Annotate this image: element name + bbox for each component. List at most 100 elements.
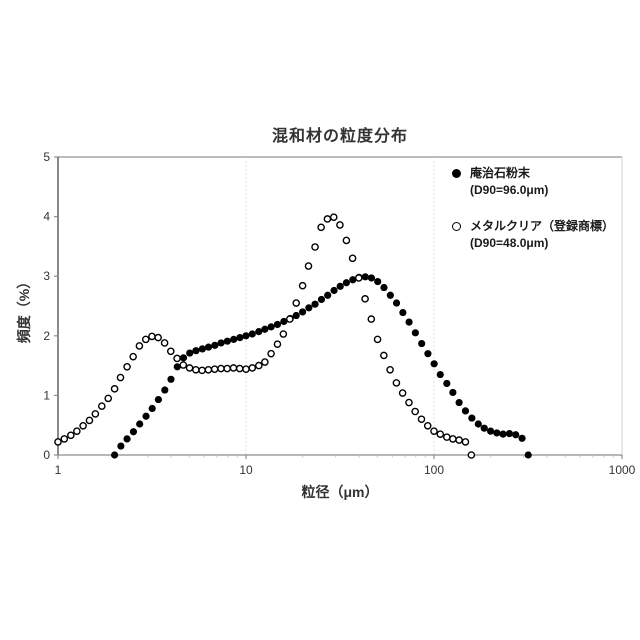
data-point bbox=[380, 351, 388, 360]
data-point bbox=[54, 438, 62, 446]
data-point bbox=[223, 364, 231, 373]
legend-entry-anjiseki: 庵治石粉末 (D90=96.0μm) bbox=[452, 165, 614, 200]
data-point bbox=[354, 274, 363, 282]
x-tick-label: 10 bbox=[239, 463, 253, 477]
data-point bbox=[198, 345, 206, 353]
data-point bbox=[455, 436, 463, 444]
open-circle-icon bbox=[452, 221, 461, 231]
y-tick-label: 2 bbox=[43, 329, 50, 343]
legend: 庵治石粉末 (D90=96.0μm) メタルクリア（登録商標） (D90=48.… bbox=[452, 165, 614, 271]
data-point bbox=[229, 364, 238, 372]
data-point bbox=[449, 435, 457, 443]
data-point bbox=[166, 347, 175, 356]
data-point bbox=[273, 340, 282, 348]
data-point bbox=[279, 330, 288, 338]
data-point bbox=[267, 323, 275, 331]
legend-sublabel: (D90=48.0μm) bbox=[470, 236, 549, 251]
data-point bbox=[85, 416, 94, 425]
data-point bbox=[192, 365, 200, 374]
legend-label: メタルクリア（登録商標） bbox=[470, 218, 615, 233]
data-point bbox=[198, 366, 206, 375]
data-point bbox=[461, 407, 470, 415]
data-point bbox=[273, 320, 282, 329]
data-point bbox=[398, 389, 407, 397]
data-point bbox=[79, 421, 87, 430]
data-point bbox=[455, 398, 463, 407]
data-point bbox=[443, 379, 451, 388]
x-axis-title: 粒径（μm） bbox=[301, 484, 379, 500]
data-point bbox=[373, 335, 382, 344]
data-point bbox=[348, 254, 357, 263]
y-axis-title: 頻度（%） bbox=[16, 274, 32, 344]
data-point bbox=[386, 365, 394, 374]
data-point bbox=[424, 350, 432, 358]
x-tick-label: 1 bbox=[55, 463, 62, 477]
data-point bbox=[486, 427, 495, 435]
data-point bbox=[336, 221, 344, 229]
data-point bbox=[135, 342, 144, 350]
data-point bbox=[141, 335, 150, 344]
y-tick-label: 4 bbox=[43, 210, 50, 224]
data-point bbox=[173, 354, 181, 363]
data-point bbox=[173, 363, 181, 371]
data-point bbox=[204, 365, 213, 374]
data-point bbox=[248, 330, 256, 338]
data-point bbox=[211, 341, 219, 349]
data-point bbox=[154, 333, 162, 342]
data-point bbox=[418, 339, 426, 348]
data-point bbox=[136, 420, 144, 428]
data-point bbox=[417, 415, 426, 424]
data-point bbox=[261, 358, 269, 366]
data-point bbox=[154, 395, 162, 404]
data-point bbox=[236, 333, 244, 342]
data-point bbox=[179, 354, 188, 362]
series-anjiseki bbox=[110, 273, 532, 459]
legend-label: 庵治石粉末 bbox=[470, 166, 531, 180]
data-point bbox=[116, 373, 125, 382]
data-point bbox=[60, 435, 69, 443]
data-point bbox=[230, 335, 238, 343]
data-point bbox=[91, 410, 100, 418]
data-point bbox=[330, 286, 338, 295]
data-point bbox=[235, 364, 244, 373]
data-point bbox=[242, 365, 250, 373]
data-point bbox=[467, 451, 476, 459]
data-point bbox=[324, 291, 332, 299]
data-point bbox=[123, 362, 131, 371]
data-point bbox=[305, 304, 313, 312]
data-point bbox=[167, 375, 175, 383]
data-point bbox=[411, 407, 419, 416]
data-point bbox=[267, 349, 275, 358]
data-point bbox=[430, 427, 438, 435]
data-point bbox=[349, 276, 357, 284]
y-tick-label: 3 bbox=[43, 269, 50, 283]
x-tick-label: 1000 bbox=[609, 463, 636, 477]
data-point bbox=[342, 236, 351, 245]
data-point bbox=[380, 283, 388, 292]
data-point bbox=[443, 433, 451, 441]
data-point bbox=[292, 311, 300, 320]
data-point bbox=[280, 317, 288, 326]
data-point bbox=[329, 213, 338, 221]
data-point bbox=[292, 299, 301, 307]
data-point bbox=[392, 379, 401, 387]
x-tick-label: 100 bbox=[424, 463, 444, 477]
data-point bbox=[323, 215, 332, 223]
chart-title: 混和材の粒度分布 bbox=[271, 128, 408, 145]
data-point bbox=[405, 318, 413, 326]
filled-circle-icon bbox=[452, 169, 461, 179]
data-point bbox=[110, 385, 119, 393]
data-point bbox=[449, 388, 457, 397]
data-point bbox=[499, 430, 507, 438]
data-point bbox=[298, 308, 307, 316]
data-point bbox=[480, 424, 488, 432]
data-point bbox=[160, 339, 169, 347]
data-point bbox=[493, 429, 501, 437]
data-point bbox=[386, 291, 394, 299]
data-point bbox=[430, 360, 438, 368]
data-point bbox=[161, 386, 169, 394]
data-point bbox=[148, 404, 156, 413]
data-point bbox=[436, 430, 445, 438]
data-point bbox=[248, 364, 257, 372]
